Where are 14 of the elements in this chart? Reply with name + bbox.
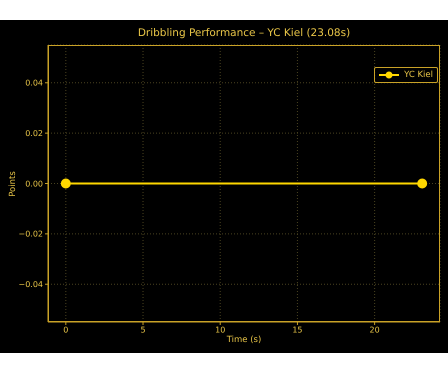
chart-title: Dribbling Performance – YC Kiel (23.08s): [136, 27, 352, 39]
y-tick-label: −0.04: [18, 280, 43, 290]
y-tick-label: 0.04: [25, 78, 43, 88]
y-tick-label: 0.00: [25, 179, 43, 188]
y-tick-label: −0.02: [18, 230, 43, 239]
x-axis-title: Time (s): [226, 335, 262, 345]
x-tick-label: 15: [292, 326, 303, 335]
y-tick-label: 0.02: [25, 128, 43, 138]
x-tick-label: 0: [63, 326, 68, 335]
y-axis-title: Points: [8, 171, 18, 197]
x-tick-label: 20: [370, 326, 380, 335]
legend-label: YC Kiel: [404, 70, 433, 80]
x-tick-label: 10: [215, 326, 226, 335]
x-tick-label: 5: [140, 326, 146, 335]
